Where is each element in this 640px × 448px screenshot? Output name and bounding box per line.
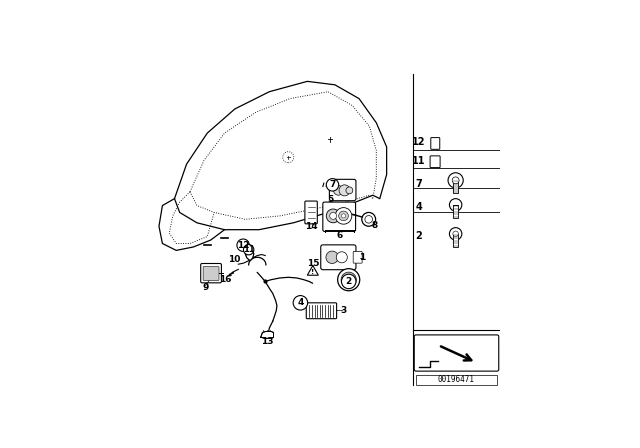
Circle shape: [326, 179, 339, 191]
Circle shape: [346, 187, 353, 194]
Circle shape: [452, 177, 459, 184]
FancyBboxPatch shape: [323, 202, 356, 232]
Circle shape: [449, 228, 462, 240]
Text: 4: 4: [297, 298, 303, 307]
Text: 16: 16: [220, 275, 232, 284]
Text: 15: 15: [307, 258, 319, 267]
Circle shape: [453, 231, 458, 237]
Text: 1: 1: [358, 254, 365, 263]
FancyBboxPatch shape: [307, 303, 337, 319]
FancyBboxPatch shape: [414, 335, 499, 371]
Circle shape: [342, 274, 356, 289]
Text: 3: 3: [340, 306, 346, 315]
Circle shape: [339, 185, 350, 196]
Bar: [453, 234, 458, 247]
Text: 2: 2: [416, 231, 422, 241]
Circle shape: [339, 211, 348, 221]
FancyBboxPatch shape: [430, 156, 440, 168]
Text: 7: 7: [416, 179, 422, 189]
Bar: [453, 181, 458, 193]
Text: 13: 13: [260, 337, 273, 346]
FancyBboxPatch shape: [305, 201, 317, 224]
Circle shape: [333, 185, 343, 195]
Bar: [416, 375, 497, 385]
Circle shape: [330, 212, 337, 220]
Circle shape: [326, 209, 340, 223]
Circle shape: [293, 296, 308, 310]
Circle shape: [237, 239, 250, 251]
Circle shape: [365, 215, 372, 223]
Text: 14: 14: [305, 222, 317, 231]
FancyBboxPatch shape: [321, 245, 356, 270]
Polygon shape: [260, 332, 273, 338]
Text: 00196471: 00196471: [438, 375, 475, 384]
Circle shape: [341, 272, 356, 287]
FancyBboxPatch shape: [203, 267, 219, 280]
Text: 2: 2: [346, 277, 352, 286]
Bar: [453, 205, 458, 218]
Text: 7: 7: [330, 181, 335, 190]
Text: 5: 5: [327, 195, 333, 204]
Text: 4: 4: [416, 202, 422, 212]
Text: 11: 11: [412, 156, 426, 166]
Text: !: !: [311, 269, 314, 275]
Polygon shape: [307, 266, 318, 275]
Circle shape: [448, 173, 463, 188]
Text: 9: 9: [202, 283, 209, 292]
Circle shape: [342, 214, 346, 218]
Text: 8: 8: [372, 221, 378, 230]
Circle shape: [326, 251, 339, 263]
Circle shape: [336, 252, 348, 263]
Text: 11: 11: [243, 245, 255, 254]
FancyBboxPatch shape: [201, 263, 221, 283]
Text: 10: 10: [228, 254, 241, 263]
Polygon shape: [245, 250, 254, 261]
Circle shape: [362, 212, 376, 226]
Circle shape: [243, 245, 254, 255]
Text: 12: 12: [412, 137, 426, 147]
FancyBboxPatch shape: [330, 179, 356, 201]
FancyBboxPatch shape: [431, 138, 440, 149]
Circle shape: [338, 269, 360, 291]
Text: 6: 6: [336, 231, 342, 240]
FancyBboxPatch shape: [353, 251, 362, 263]
Circle shape: [449, 198, 462, 211]
Circle shape: [335, 207, 352, 224]
Text: 12: 12: [237, 241, 250, 250]
